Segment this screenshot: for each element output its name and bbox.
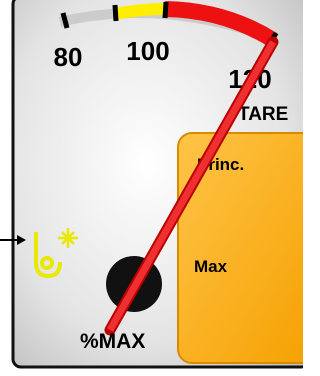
page: 80 100 120 TARE Princ. Max %MAX (() => {… <box>0 0 303 371</box>
tick-label: 100 <box>126 36 169 66</box>
yellow-band <box>115 9 165 14</box>
gauge-screen: 80 100 120 TARE Princ. Max %MAX <box>0 0 303 371</box>
unit-label: %MAX <box>80 330 145 353</box>
tick-label: 80 <box>54 42 83 72</box>
panel-bottom-label: Max <box>194 257 228 276</box>
tare-label: TARE <box>238 104 288 125</box>
